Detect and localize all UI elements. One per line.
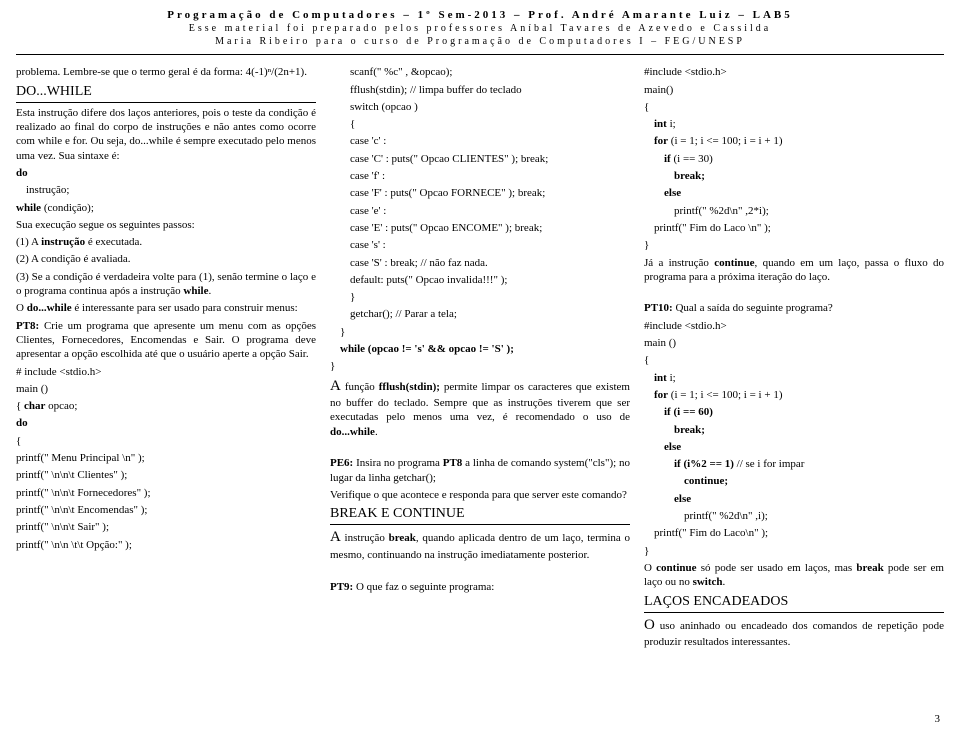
code-line: for (i = 1; i <= 100; i = i + 1) [644, 134, 944, 148]
code-line: do [16, 416, 316, 430]
code-line: else [644, 440, 944, 454]
code-line: printf(" Fim do Laco\n" ); [644, 526, 944, 540]
code-line: case 'S' : break; // não faz nada. [330, 256, 630, 270]
code-line: # include <stdio.h> [16, 365, 316, 379]
code-line: printf(" \n\n \t\t Opção:" ); [16, 538, 316, 552]
document-header: Programação de Computadores – 1º Sem-201… [16, 8, 944, 55]
code-line: main() [644, 83, 944, 97]
code-line: { [644, 100, 944, 114]
section-break-continue: BREAK E CONTINUE [330, 505, 630, 525]
header-sub1: Esse material foi preparado pelos profes… [16, 22, 944, 35]
para: Já a instrução continue, quando em um la… [644, 256, 944, 285]
code-line: { [644, 353, 944, 367]
code-line: switch (opcao ) [330, 100, 630, 114]
code-line: int i; [644, 117, 944, 131]
column-1: problema. Lembre-se que o termo geral é … [16, 65, 316, 652]
code-line: { char opcao; [16, 399, 316, 413]
code-line: printf(" \n\n\t Clientes" ); [16, 468, 316, 482]
para: A função fflush(stdin); permite limpar o… [330, 377, 630, 439]
code-line: fflush(stdin); // limpa buffer do teclad… [330, 83, 630, 97]
para: O continue só pode ser usado em laços, m… [644, 561, 944, 590]
section-nested-loops: LAÇOS ENCADEADOS [644, 593, 944, 613]
pt10: PT10: Qual a saída do seguinte programa? [644, 301, 944, 315]
code-line: } [330, 290, 630, 304]
code-line: case 'e' : [330, 204, 630, 218]
code-line: case 's' : [330, 238, 630, 252]
code-line: case 'c' : [330, 134, 630, 148]
code-line: case 'E' : puts(" Opcao ENCOME" ); break… [330, 221, 630, 235]
pt9: PT9: O que faz o seguinte programa: [330, 580, 630, 594]
para: A instrução break, quando aplicada dentr… [330, 528, 630, 562]
header-title: Programação de Computadores – 1º Sem-201… [16, 8, 944, 22]
code-line: printf(" %2d\n" ,i); [644, 509, 944, 523]
para: Verifique o que acontece e responda para… [330, 488, 630, 502]
code-line: } [330, 325, 630, 339]
para: Esta instrução difere dos laços anterior… [16, 106, 316, 163]
section-do-while: DO...WHILE [16, 83, 316, 103]
code-line: } [644, 544, 944, 558]
header-sub2: Maria Ribeiro para o curso de Programaçã… [16, 35, 944, 48]
content-columns: problema. Lembre-se que o termo geral é … [16, 65, 944, 652]
code-line: printf(" Menu Principal \n" ); [16, 451, 316, 465]
code-line: case 'F' : puts(" Opcao FORNECE" ); brea… [330, 186, 630, 200]
code-line: printf(" \n\n\t Sair" ); [16, 520, 316, 534]
code-line: if (i == 30) [644, 152, 944, 166]
column-3: #include <stdio.h> main() { int i; for (… [644, 65, 944, 652]
code-line: } [330, 359, 630, 373]
code-line: #include <stdio.h> [644, 319, 944, 333]
step: (3) Se a condição é verdadeira volte par… [16, 270, 316, 299]
para: problema. Lembre-se que o termo geral é … [16, 65, 316, 79]
code-line: getchar(); // Parar a tela; [330, 307, 630, 321]
code-line: case 'f' : [330, 169, 630, 183]
column-2: scanf(" %c" , &opcao); fflush(stdin); //… [330, 65, 630, 652]
step: (2) A condição é avaliada. [16, 252, 316, 266]
step: (1) A instrução é executada. [16, 235, 316, 249]
code-line: while (condição); [16, 201, 316, 215]
code-line: else [644, 186, 944, 200]
para: O do...while é interessante para ser usa… [16, 301, 316, 315]
code-line: #include <stdio.h> [644, 65, 944, 79]
code-line: scanf(" %c" , &opcao); [330, 65, 630, 79]
code-line: main () [644, 336, 944, 350]
code-line: case 'C' : puts(" Opcao CLIENTES" ); bre… [330, 152, 630, 166]
code-line: do [16, 166, 316, 180]
code-line: break; [644, 423, 944, 437]
code-line: if (i == 60) [644, 405, 944, 419]
code-line: main () [16, 382, 316, 396]
code-line: break; [644, 169, 944, 183]
pt8: PT8: Crie um programa que apresente um m… [16, 319, 316, 362]
code-line: } [644, 238, 944, 252]
code-line: { [16, 434, 316, 448]
page-number: 3 [935, 712, 941, 726]
pe6: PE6: Insira no programa PT8 a linha de c… [330, 456, 630, 485]
code-line: int i; [644, 371, 944, 385]
code-line: default: puts(" Opcao invalida!!!" ); [330, 273, 630, 287]
para: O uso aninhado ou encadeado dos comandos… [644, 616, 944, 650]
code-line: printf(" %2d\n" ,2*i); [644, 204, 944, 218]
code-line: printf(" \n\n\t Encomendas" ); [16, 503, 316, 517]
code-line: else [644, 492, 944, 506]
code-line: printf(" Fim do Laco \n" ); [644, 221, 944, 235]
code-line: continue; [644, 474, 944, 488]
code-line: while (opcao != 's' && opcao != 'S' ); [330, 342, 630, 356]
code-line: { [330, 117, 630, 131]
code-line: for (i = 1; i <= 100; i = i + 1) [644, 388, 944, 402]
para: Sua execução segue os seguintes passos: [16, 218, 316, 232]
code-line: instrução; [16, 183, 316, 197]
code-line: if (i%2 == 1) // se i for impar [644, 457, 944, 471]
code-line: printf(" \n\n\t Fornecedores" ); [16, 486, 316, 500]
